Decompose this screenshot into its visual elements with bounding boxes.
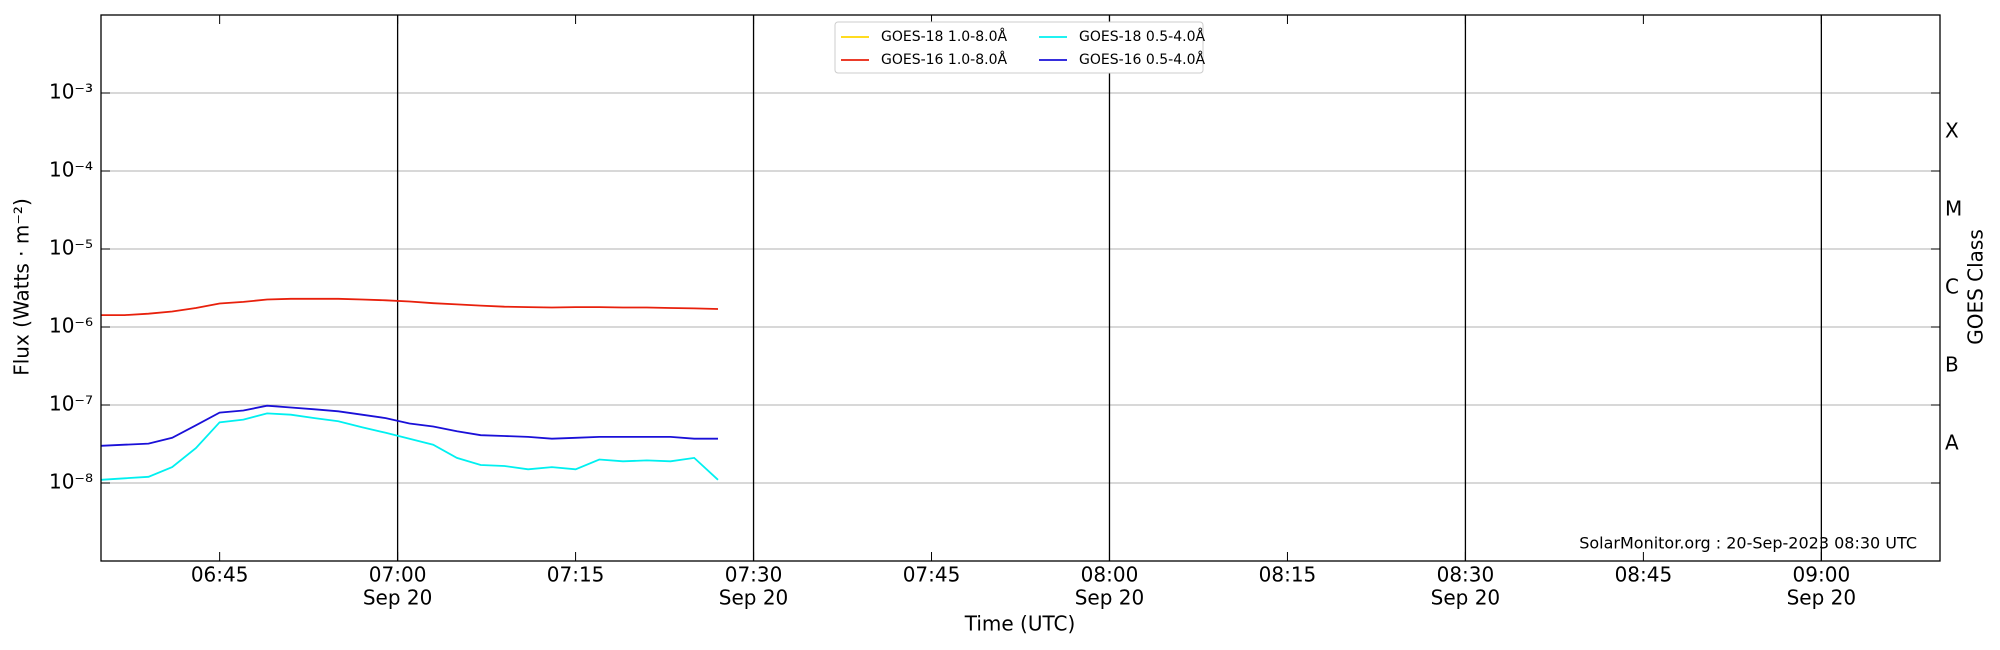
x-tick-label: Sep 20 <box>1787 586 1857 610</box>
x-tick-label: 09:00 <box>1793 563 1851 587</box>
y-tick-label: 10⁻⁸ <box>49 470 93 494</box>
x-tick-label: 07:30 <box>725 563 783 587</box>
x-tick-label: Sep 20 <box>1431 586 1501 610</box>
goes-class-label: A <box>1945 431 1959 455</box>
goes-class-label: C <box>1945 275 1959 299</box>
annotation: SolarMonitor.org : 20-Sep-2023 08:30 UTC <box>1579 534 1917 553</box>
legend-label: GOES-16 1.0-8.0Å <box>881 51 1007 68</box>
x-tick-label: 08:30 <box>1437 563 1495 587</box>
y-tick-label: 10⁻⁴ <box>49 158 93 182</box>
x-tick-label: Sep 20 <box>1075 586 1145 610</box>
x-tick-label: 07:00 <box>369 563 427 587</box>
x-tick-label: 07:45 <box>903 563 961 587</box>
legend-label: GOES-18 1.0-8.0Å <box>881 28 1007 45</box>
series-line <box>100 404 718 447</box>
y-tick-label: 10⁻⁵ <box>49 236 93 260</box>
plot-frame <box>100 14 1941 562</box>
y2-axis-label: GOES Class <box>1964 229 1988 345</box>
goes-class-label: B <box>1945 353 1959 377</box>
y-tick-label: 10⁻³ <box>49 80 93 104</box>
series-line <box>100 412 719 481</box>
goes-class-label: X <box>1945 119 1959 143</box>
x-tick-label: 06:45 <box>191 563 249 587</box>
x-tick-label: 08:45 <box>1615 563 1673 587</box>
legend-label: GOES-18 0.5-4.0Å <box>1079 28 1205 45</box>
y-tick-label: 10⁻⁶ <box>49 314 93 338</box>
legend-box <box>834 21 1204 74</box>
x-tick-label: 07:15 <box>547 563 605 587</box>
x-tick-label: Sep 20 <box>719 586 789 610</box>
y-axis-label: Flux (Watts · m⁻²) <box>10 198 34 376</box>
series-line <box>101 297 719 316</box>
x-tick-label: 08:15 <box>1259 563 1317 587</box>
x-axis-label: Time (UTC) <box>964 612 1076 636</box>
y-tick-label: 10⁻⁷ <box>49 392 93 416</box>
x-tick-label: 08:00 <box>1081 563 1139 587</box>
x-tick-label: Sep 20 <box>363 586 433 610</box>
goes-class-label: M <box>1945 197 1962 221</box>
legend-label: GOES-16 0.5-4.0Å <box>1079 51 1205 68</box>
